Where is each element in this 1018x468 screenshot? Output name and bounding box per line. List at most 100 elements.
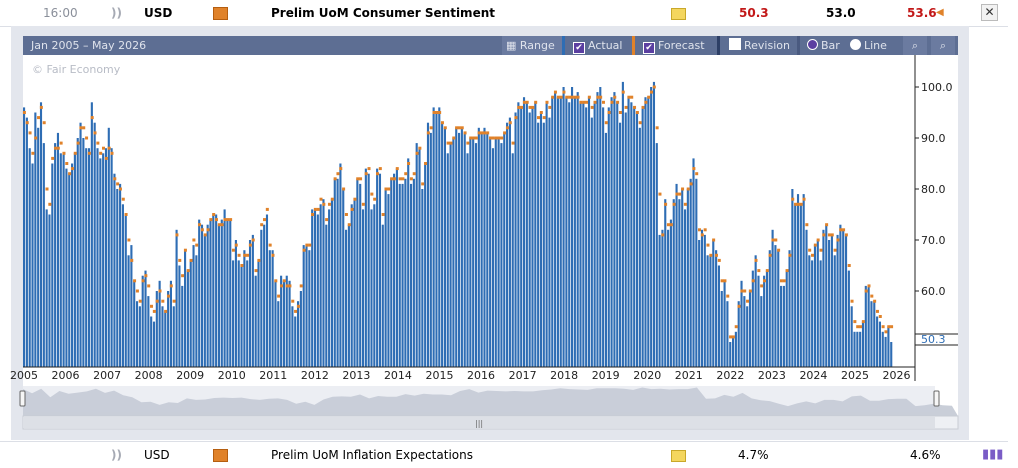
actual-bar[interactable]: [418, 148, 421, 367]
forecast-marker[interactable]: [579, 100, 583, 104]
forecast-marker[interactable]: [873, 299, 877, 303]
forecast-marker[interactable]: [59, 141, 63, 145]
forecast-marker[interactable]: [491, 136, 495, 140]
actual-bar[interactable]: [62, 153, 65, 367]
actual-bar[interactable]: [364, 168, 367, 367]
forecast-marker[interactable]: [271, 253, 275, 257]
actual-bar[interactable]: [277, 301, 280, 367]
actual-bar[interactable]: [520, 107, 523, 368]
forecast-marker[interactable]: [545, 100, 549, 104]
forecast-marker[interactable]: [599, 95, 603, 99]
forecast-marker[interactable]: [76, 141, 80, 145]
revision-toggle[interactable]: Revision: [729, 36, 790, 55]
actual-bar[interactable]: [833, 255, 836, 367]
forecast-marker[interactable]: [28, 131, 32, 135]
forecast-marker[interactable]: [212, 213, 216, 216]
forecast-marker[interactable]: [243, 253, 247, 257]
forecast-marker[interactable]: [330, 197, 334, 201]
actual-bar[interactable]: [59, 153, 62, 367]
actual-bar[interactable]: [514, 112, 517, 368]
actual-bar[interactable]: [576, 92, 579, 367]
forecast-marker[interactable]: [819, 248, 823, 252]
forecast-marker[interactable]: [299, 284, 303, 288]
forecast-marker[interactable]: [339, 167, 343, 171]
forecast-marker[interactable]: [746, 299, 750, 303]
forecast-marker[interactable]: [79, 126, 83, 130]
forecast-marker[interactable]: [359, 177, 363, 181]
forecast-marker[interactable]: [658, 192, 662, 196]
forecast-marker[interactable]: [686, 187, 690, 191]
forecast-marker[interactable]: [288, 284, 292, 288]
actual-bar[interactable]: [805, 229, 808, 367]
actual-bar[interactable]: [257, 260, 260, 367]
forecast-marker[interactable]: [635, 111, 639, 114]
forecast-marker[interactable]: [56, 146, 60, 150]
actual-bar[interactable]: [590, 117, 593, 367]
forecast-marker[interactable]: [158, 289, 162, 293]
forecast-marker[interactable]: [90, 116, 94, 120]
forecast-marker[interactable]: [765, 269, 769, 273]
actual-bar[interactable]: [777, 250, 780, 367]
forecast-marker[interactable]: [689, 182, 693, 186]
actual-bar[interactable]: [212, 214, 215, 368]
forecast-marker[interactable]: [344, 213, 348, 216]
actual-bar[interactable]: [754, 255, 757, 367]
forecast-marker[interactable]: [206, 228, 210, 232]
actual-bar[interactable]: [486, 132, 489, 367]
forecast-marker[interactable]: [260, 223, 264, 227]
actual-bar[interactable]: [587, 97, 591, 367]
actual-bar[interactable]: [311, 209, 314, 367]
actual-bar[interactable]: [760, 296, 763, 367]
forecast-marker[interactable]: [429, 126, 433, 130]
forecast-marker[interactable]: [672, 202, 676, 206]
actual-bar[interactable]: [217, 224, 221, 367]
actual-bar[interactable]: [353, 199, 356, 367]
actual-bar[interactable]: [890, 342, 893, 367]
forecast-marker[interactable]: [731, 335, 735, 339]
actual-bar[interactable]: [215, 214, 218, 368]
actual-bar[interactable]: [87, 148, 91, 367]
close-icon[interactable]: ✕: [981, 4, 998, 21]
actual-bar[interactable]: [811, 260, 814, 367]
actual-bar[interactable]: [234, 240, 237, 367]
actual-bar[interactable]: [192, 245, 195, 367]
actual-bar[interactable]: [489, 138, 492, 367]
actual-bar[interactable]: [31, 163, 34, 368]
actual-bar[interactable]: [460, 127, 463, 367]
actual-bar[interactable]: [376, 168, 379, 367]
actual-bar[interactable]: [703, 234, 706, 367]
forecast-marker[interactable]: [748, 289, 752, 293]
actual-bar[interactable]: [633, 107, 636, 368]
forecast-marker[interactable]: [302, 248, 306, 252]
forecast-marker[interactable]: [85, 136, 89, 140]
forecast-marker[interactable]: [740, 289, 744, 293]
forecast-marker[interactable]: [274, 279, 278, 283]
forecast-marker[interactable]: [867, 284, 871, 288]
actual-bar[interactable]: [582, 102, 585, 368]
event-title[interactable]: Prelim UoM Consumer Sentiment: [271, 6, 495, 20]
actual-bar[interactable]: [260, 229, 263, 367]
actual-bar[interactable]: [610, 97, 613, 367]
forecast-marker[interactable]: [96, 141, 100, 145]
forecast-marker[interactable]: [754, 258, 758, 262]
forecast-marker[interactable]: [390, 177, 394, 181]
forecast-marker[interactable]: [638, 121, 642, 125]
actual-bar[interactable]: [830, 234, 833, 367]
actual-bar[interactable]: [186, 270, 189, 367]
actual-bar[interactable]: [785, 270, 788, 367]
actual-bar[interactable]: [42, 143, 45, 367]
forecast-marker[interactable]: [384, 187, 388, 191]
actual-bar[interactable]: [407, 158, 410, 367]
forecast-marker[interactable]: [342, 187, 346, 191]
forecast-marker[interactable]: [474, 136, 478, 140]
forecast-marker[interactable]: [325, 218, 329, 222]
actual-bar[interactable]: [350, 204, 353, 367]
actual-bar[interactable]: [661, 229, 664, 367]
forecast-marker[interactable]: [449, 141, 453, 145]
actual-bar[interactable]: [387, 194, 390, 367]
forecast-marker[interactable]: [296, 304, 300, 308]
forecast-marker[interactable]: [364, 172, 368, 176]
actual-bar[interactable]: [638, 127, 641, 367]
actual-bar[interactable]: [347, 224, 350, 367]
forecast-marker[interactable]: [263, 218, 267, 222]
